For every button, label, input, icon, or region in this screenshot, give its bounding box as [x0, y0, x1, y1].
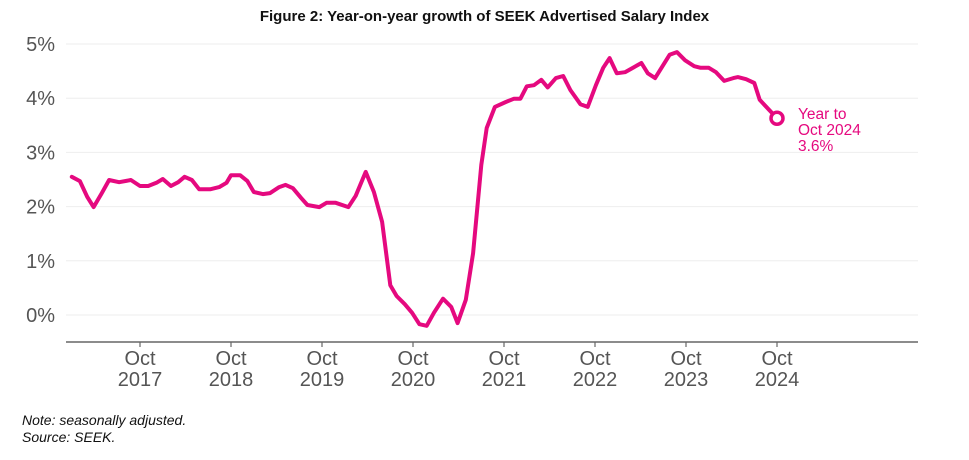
x-tick-month: Oct — [306, 348, 338, 370]
series-line — [69, 50, 779, 328]
x-tick-month: Oct — [670, 348, 702, 370]
x-tick-year: 2024 — [755, 369, 800, 391]
y-tick-label: 0% — [26, 305, 55, 327]
chart-source: Source: SEEK. — [22, 429, 116, 445]
y-tick-label: 3% — [26, 142, 55, 164]
x-tick-year: 2023 — [664, 369, 709, 391]
x-tick-month: Oct — [579, 348, 611, 370]
x-tick-year: 2018 — [209, 369, 254, 391]
x-tick-month: Oct — [215, 348, 247, 370]
annotation-label: 3.6% — [798, 138, 834, 155]
x-tick-year: 2022 — [573, 369, 618, 391]
chart-note: Note: seasonally adjusted. — [22, 412, 187, 428]
x-tick-month: Oct — [397, 348, 429, 370]
x-tick-month: Oct — [124, 348, 156, 370]
x-tick-year: 2017 — [118, 369, 163, 391]
x-tick-month: Oct — [488, 348, 520, 370]
chart-title: Figure 2: Year-on-year growth of SEEK Ad… — [259, 8, 710, 25]
y-tick-label: 4% — [26, 88, 55, 110]
y-tick-label: 1% — [26, 251, 55, 273]
x-tick-year: 2021 — [482, 369, 527, 391]
y-tick-label: 2% — [26, 197, 55, 219]
x-tick-month: Oct — [761, 348, 793, 370]
annotation-label: Year to — [798, 106, 847, 123]
x-tick-year: 2019 — [300, 369, 345, 391]
endpoint-marker — [769, 110, 785, 127]
annotation-label: Oct 2024 — [798, 122, 861, 139]
y-tick-label: 5% — [26, 34, 55, 56]
x-tick-year: 2020 — [391, 369, 436, 391]
